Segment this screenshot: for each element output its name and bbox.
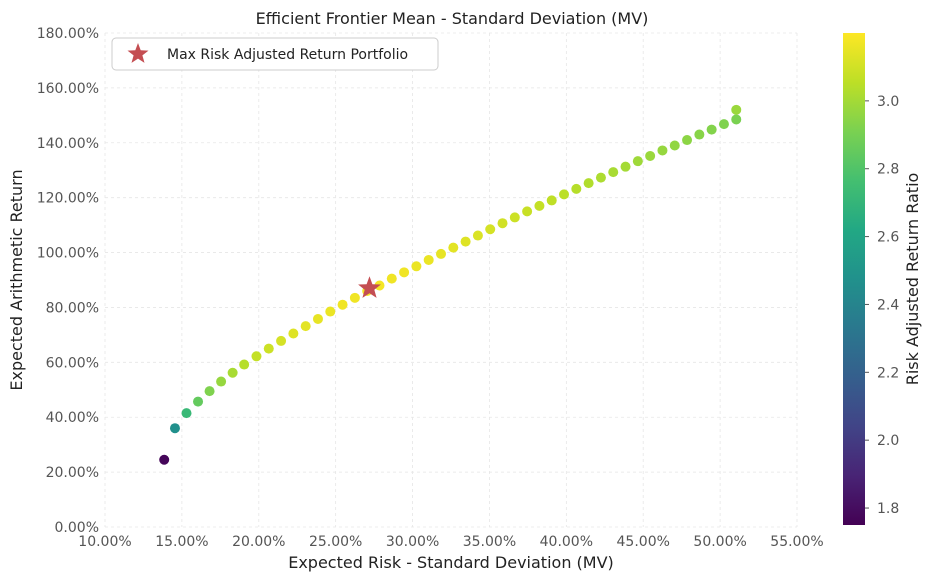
x-tick-label: 15.00%: [155, 534, 208, 550]
frontier-point: [448, 242, 459, 253]
frontier-point: [731, 114, 742, 125]
frontier-point: [263, 343, 274, 354]
frontier-point: [325, 306, 336, 317]
frontier-point: [411, 261, 422, 272]
frontier-point: [534, 200, 545, 211]
frontier-point: [706, 124, 717, 135]
x-tick-label: 10.00%: [78, 534, 131, 550]
frontier-point: [337, 299, 348, 310]
frontier-point: [181, 408, 192, 419]
y-tick-label: 80.00%: [46, 300, 99, 316]
frontier-point: [522, 206, 533, 217]
frontier-point: [645, 150, 656, 161]
frontier-point: [216, 376, 227, 387]
x-axis-ticks: 10.00% 15.00% 20.00% 25.00% 30.00% 35.00% 40.0…: [78, 534, 823, 550]
colorbar-tick-label: 3.0: [877, 94, 899, 110]
frontier-point: [460, 236, 471, 247]
y-tick-label: 180.00%: [37, 26, 99, 42]
x-tick-label: 50.00%: [693, 534, 746, 550]
frontier-point: [509, 212, 520, 223]
grid: [104, 32, 798, 528]
frontier-point: [288, 328, 299, 339]
frontier-point: [204, 386, 215, 397]
frontier-point: [239, 359, 250, 370]
frontier-point: [300, 321, 311, 332]
frontier-point: [632, 156, 643, 167]
frontier-point: [497, 218, 508, 229]
frontier-point: [546, 195, 557, 206]
frontier-point: [423, 254, 434, 265]
x-axis-title: Expected Risk - Standard Deviation (MV): [288, 553, 614, 572]
frontier-point: [399, 267, 410, 278]
colorbar-tick-label: 2.2: [877, 365, 899, 381]
frontier-point: [559, 189, 570, 200]
x-tick-label: 40.00%: [540, 534, 593, 550]
frontier-point: [718, 119, 729, 130]
frontier-point: [312, 313, 323, 324]
x-tick-label: 55.00%: [770, 534, 823, 550]
x-tick-label: 35.00%: [463, 534, 516, 550]
frontier-point: [276, 335, 287, 346]
x-tick-label: 25.00%: [309, 534, 362, 550]
colorbar-tick-label: 2.0: [877, 433, 899, 449]
frontier-point: [608, 167, 619, 178]
frontier-point: [583, 178, 594, 189]
y-tick-label: 120.00%: [37, 191, 99, 207]
colorbar: 1.8 2.0 2.2 2.4 2.6 2.8 3.0 Risk Adjusted Retu…: [843, 33, 922, 525]
frontier-point: [620, 161, 631, 172]
frontier-point: [193, 396, 204, 407]
max-risk-adjusted-star-marker: [358, 276, 381, 298]
frontier-point: [251, 351, 262, 362]
y-tick-label: 0.00%: [55, 520, 99, 536]
colorbar-gradient: [843, 33, 865, 525]
legend: Max Risk Adjusted Return Portfolio: [111, 37, 439, 71]
data-points: [159, 104, 742, 465]
colorbar-label: Risk Adjusted Return Ratio: [903, 173, 922, 386]
legend-box: [111, 37, 439, 71]
frontier-point: [472, 230, 483, 241]
frontier-point: [227, 367, 238, 378]
frontier-point: [169, 423, 180, 434]
chart-title: Efficient Frontier Mean - Standard Devia…: [256, 9, 649, 28]
frontier-point: [682, 135, 693, 146]
colorbar-tick-label: 2.4: [877, 297, 899, 313]
y-axis-ticks: 0.00% 20.00% 40.00% 60.00% 80.00% 100.00% 120.…: [37, 26, 99, 536]
colorbar-tick-label: 2.8: [877, 162, 899, 178]
frontier-point: [436, 248, 447, 259]
y-tick-label: 60.00%: [46, 355, 99, 371]
y-tick-label: 100.00%: [37, 246, 99, 262]
frontier-point: [386, 273, 397, 284]
legend-star-icon: [127, 43, 149, 63]
legend-label: Max Risk Adjusted Return Portfolio: [167, 47, 408, 63]
frontier-point: [731, 104, 742, 115]
frontier-point: [669, 140, 680, 151]
x-tick-label: 30.00%: [386, 534, 439, 550]
x-tick-label: 20.00%: [232, 534, 285, 550]
frontier-point: [657, 145, 668, 156]
y-tick-label: 140.00%: [37, 136, 99, 152]
x-tick-label: 45.00%: [617, 534, 670, 550]
y-tick-label: 40.00%: [46, 410, 99, 426]
frontier-point: [485, 224, 496, 235]
colorbar-ticks: 1.8 2.0 2.2 2.4 2.6 2.8 3.0: [865, 94, 899, 517]
y-axis-title: Expected Arithmetic Return: [7, 169, 26, 390]
colorbar-tick-label: 1.8: [877, 501, 899, 517]
y-tick-label: 160.00%: [37, 81, 99, 97]
frontier-point: [159, 454, 170, 465]
frontier-point: [571, 183, 582, 194]
frontier-point: [694, 129, 705, 140]
y-tick-label: 20.00%: [46, 465, 99, 481]
colorbar-tick-label: 2.6: [877, 230, 899, 246]
frontier-point: [595, 172, 606, 183]
frontier-point: [349, 292, 360, 303]
